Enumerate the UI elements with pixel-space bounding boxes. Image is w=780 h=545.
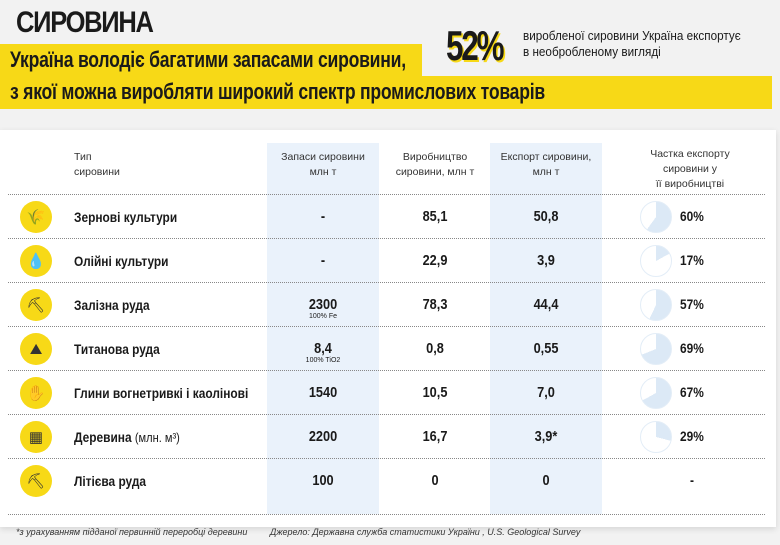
share-pie <box>640 333 672 365</box>
share-value: 57% <box>680 296 704 312</box>
header-export: Експорт сировини, млн т <box>500 151 592 178</box>
export-value: 3,9 <box>537 252 555 269</box>
footnote: *з урахуванням підданої первинній переро… <box>16 527 248 537</box>
production-value: 85,1 <box>422 208 448 225</box>
export-value: 50,8 <box>533 208 559 225</box>
share-value: 69% <box>680 340 704 356</box>
share-pie <box>640 377 672 409</box>
ore-cart-icon: ⛏ <box>20 465 52 497</box>
lumber-icon: ▦ <box>20 421 52 453</box>
reserves-value: 2200 <box>308 428 338 445</box>
wheat-icon: 🌾 <box>20 201 52 233</box>
page-title: СИРОВИНА <box>16 6 154 39</box>
header-production: Виробництво сировини, млн т <box>395 151 475 178</box>
share-pie <box>640 421 672 453</box>
headline-line2: з якої можна виробляти широкий спектр пр… <box>10 79 545 104</box>
production-value: 22,9 <box>422 252 448 269</box>
row-name: Деревина (млн. м³) <box>74 429 180 445</box>
reserves-column-shade <box>267 143 379 514</box>
ore-cart-icon: ⛏ <box>20 289 52 321</box>
stat-text: виробленої сировини Україна експортує в н… <box>523 28 741 59</box>
reserves-value: - <box>320 208 326 225</box>
oil-drop-icon: 💧 <box>20 245 52 277</box>
export-value: 3,9* <box>534 428 558 445</box>
reserves-note: 100% TiO2 <box>305 357 341 364</box>
reserves-value: 2300 <box>308 296 338 313</box>
row-name: Глини вогнетривкі і каолінові <box>74 385 249 401</box>
table-row: ⛏ Літієва руда 100 0 0 - <box>8 458 765 502</box>
headline-band: з якої можна виробляти широкий спектр пр… <box>0 76 772 109</box>
export-value: 0 <box>542 472 550 489</box>
export-value: 7,0 <box>537 384 555 401</box>
table-row: ⛏ Залізна руда 2300 100% Fe 78,3 44,4 57% <box>8 282 765 326</box>
row-name: Олійні культури <box>74 253 169 269</box>
data-table: Тип сировини Запаси сировини млн т Виробни… <box>0 130 776 527</box>
table-row: ⛰ Титанова руда 8,4 100% TiO2 0,8 0,55 69% <box>8 326 765 370</box>
production-value: 0 <box>431 472 439 489</box>
export-column-shade <box>490 143 602 514</box>
production-value: 10,5 <box>422 384 448 401</box>
share-pie <box>640 245 672 277</box>
header-type: Тип сировини <box>74 151 120 178</box>
table-row: 🌾 Зернові культури - 85,1 50,8 60% <box>8 194 765 238</box>
stat-value: 52% <box>446 22 505 69</box>
reserves-value: - <box>320 252 326 269</box>
header-share: Частка експорту сировини у її виробництві <box>650 148 730 190</box>
share-value: 29% <box>680 428 704 444</box>
share-value: 60% <box>680 208 704 224</box>
table-bottom-divider <box>8 514 765 515</box>
table-row: ✋ Глини вогнетривкі і каолінові 1540 10,5… <box>8 370 765 414</box>
share-value: 67% <box>680 384 704 400</box>
row-name: Залізна руда <box>74 297 150 313</box>
share-pie <box>640 289 672 321</box>
header-reserves: Запаси сировини млн т <box>281 151 365 178</box>
headline-band: Україна володіє багатими запасами сирови… <box>0 44 422 77</box>
production-value: 16,7 <box>422 428 448 445</box>
row-name: Зернові культури <box>74 209 178 225</box>
production-value: 78,3 <box>422 296 448 313</box>
row-name: Літієва руда <box>74 473 147 489</box>
clay-hand-icon: ✋ <box>20 377 52 409</box>
table-row: 💧 Олійні культури - 22,9 3,9 17% <box>8 238 765 282</box>
row-name: Титанова руда <box>74 341 160 357</box>
mountain-icon: ⛰ <box>20 333 52 365</box>
production-value: 0,8 <box>426 340 444 357</box>
share-pie <box>640 201 672 233</box>
headline-line1: Україна володіє багатими запасами сирови… <box>10 47 406 72</box>
export-value: 0,55 <box>533 340 559 357</box>
share-value: 17% <box>680 252 704 268</box>
reserves-value: 8,4 <box>314 340 332 357</box>
reserves-value: 1540 <box>308 384 338 401</box>
reserves-note: 100% Fe <box>308 313 338 320</box>
reserves-value: 100 <box>312 472 334 489</box>
share-value: - <box>690 472 694 488</box>
source: Джерело: Державна служба статистики Укра… <box>270 527 581 537</box>
export-value: 44,4 <box>533 296 559 313</box>
table-row: ▦ Деревина (млн. м³) 2200 16,7 3,9* 29% <box>8 414 765 458</box>
